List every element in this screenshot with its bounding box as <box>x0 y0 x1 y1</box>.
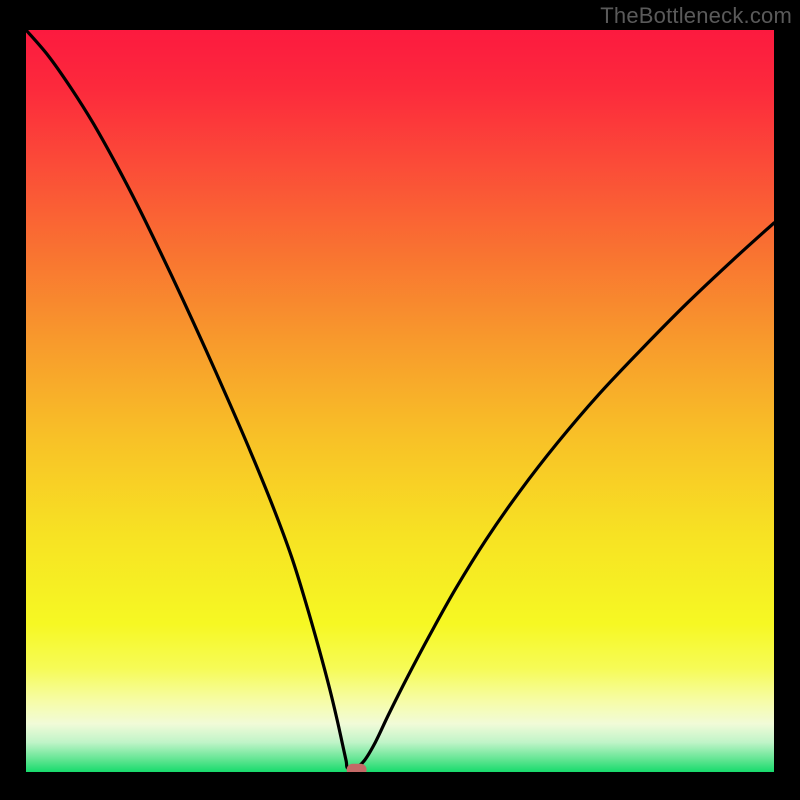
watermark-text: TheBottleneck.com <box>600 3 792 29</box>
chart-stage: TheBottleneck.com <box>0 0 800 800</box>
plot-area <box>26 30 774 776</box>
bottleneck-chart-svg <box>0 0 800 800</box>
gradient-background <box>26 30 774 772</box>
